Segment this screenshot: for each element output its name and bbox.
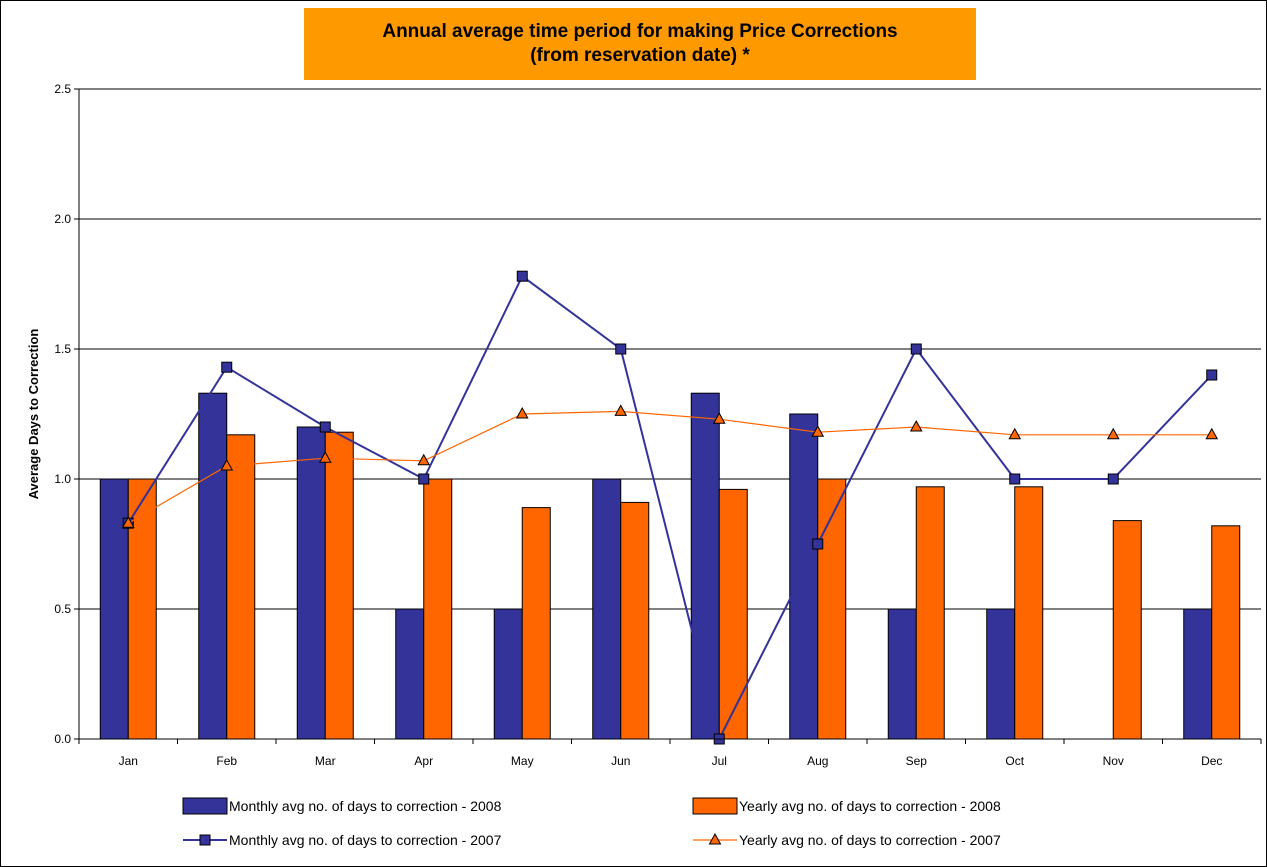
- square-marker: [910, 343, 922, 355]
- x-tick-label: Jul: [712, 754, 727, 768]
- legend-swatch: [692, 797, 738, 815]
- y-axis-label: Average Days to Correction: [26, 329, 41, 500]
- x-tick-label: Feb: [216, 754, 237, 768]
- x-tick-label: Aug: [807, 754, 828, 768]
- bar: [887, 608, 917, 740]
- square-marker: [319, 421, 331, 433]
- triangle-marker: [121, 516, 135, 528]
- triangle-marker: [1008, 427, 1022, 440]
- legend-square-marker: [199, 834, 211, 846]
- bar: [817, 478, 847, 740]
- legend-label: Monthly avg no. of days to correction - …: [229, 832, 502, 848]
- legend-label: Monthly avg no. of days to correction - …: [229, 798, 502, 814]
- y-tick-label: 2.5: [54, 82, 71, 96]
- y-tick-label: 0.5: [54, 602, 71, 616]
- bar: [592, 478, 622, 740]
- triangle-marker: [811, 425, 825, 437]
- bar: [226, 434, 256, 740]
- series-line: [127, 410, 1212, 524]
- y-tick-label: 1.0: [54, 472, 71, 486]
- bar: [521, 507, 551, 740]
- triangle-marker: [220, 458, 234, 471]
- bar: [718, 488, 748, 740]
- triangle-marker: [515, 406, 529, 419]
- bar: [915, 486, 945, 740]
- x-tick-label: May: [511, 754, 534, 768]
- y-tick-label: 2.0: [54, 212, 71, 226]
- legend-swatch: [182, 797, 228, 815]
- square-marker: [418, 473, 430, 485]
- x-tick-label: Apr: [414, 754, 433, 768]
- y-tick-label: 1.5: [54, 342, 71, 356]
- x-tick-label: Oct: [1005, 754, 1024, 768]
- x-tick-label: Dec: [1201, 754, 1222, 768]
- square-marker: [1206, 369, 1218, 381]
- x-tick-label: Sep: [906, 754, 928, 768]
- triangle-marker: [712, 412, 726, 424]
- bar: [789, 413, 819, 740]
- x-tick-label: Jun: [611, 754, 630, 768]
- bars: [99, 392, 1241, 740]
- bar: [198, 392, 228, 740]
- triangle-marker: [417, 453, 431, 466]
- triangle-marker: [1106, 427, 1120, 440]
- bar: [324, 431, 354, 740]
- bar: [986, 608, 1016, 740]
- bar: [395, 608, 425, 740]
- legend-label: Yearly avg no. of days to correction - 2…: [739, 832, 1001, 848]
- bar: [1112, 520, 1142, 740]
- square-marker: [1009, 473, 1021, 485]
- triangle-marker: [614, 404, 628, 416]
- bar: [1211, 525, 1241, 740]
- x-tick-label: Jan: [119, 754, 138, 768]
- triangle-marker: [1205, 427, 1219, 440]
- square-marker: [221, 361, 233, 373]
- bar: [1183, 608, 1213, 740]
- chart-title: Annual average time period for making Pr…: [382, 21, 898, 43]
- square-marker: [1107, 473, 1119, 485]
- legend: Monthly avg no. of days to correction - …: [182, 797, 1001, 848]
- square-marker: [615, 343, 627, 355]
- bar: [493, 608, 523, 740]
- bar: [296, 426, 326, 740]
- chart-title-box: Annual average time period for making Pr…: [304, 8, 976, 80]
- lines: [121, 270, 1219, 745]
- triangle-marker: [318, 451, 332, 463]
- legend-label: Yearly avg no. of days to correction - 2…: [739, 798, 1001, 814]
- bar: [1014, 486, 1044, 740]
- legend-triangle-marker: [708, 832, 722, 845]
- chart-subtitle: (from reservation date) *: [530, 45, 750, 66]
- grid-lines: [79, 88, 1261, 610]
- triangle-marker: [909, 419, 923, 432]
- square-marker: [812, 538, 824, 550]
- bar: [423, 478, 453, 740]
- y-tick-label: 0.0: [54, 732, 71, 746]
- bar: [620, 501, 650, 740]
- axes: 0.0 0.5 1.0 1.5 2.0 2.5 Jan Feb Mar Apr May Jun Jul A…: [54, 82, 1262, 768]
- x-tick-label: Mar: [315, 754, 336, 768]
- series-line: [127, 274, 1213, 742]
- x-tick-label: Nov: [1103, 754, 1124, 768]
- square-marker: [516, 270, 528, 282]
